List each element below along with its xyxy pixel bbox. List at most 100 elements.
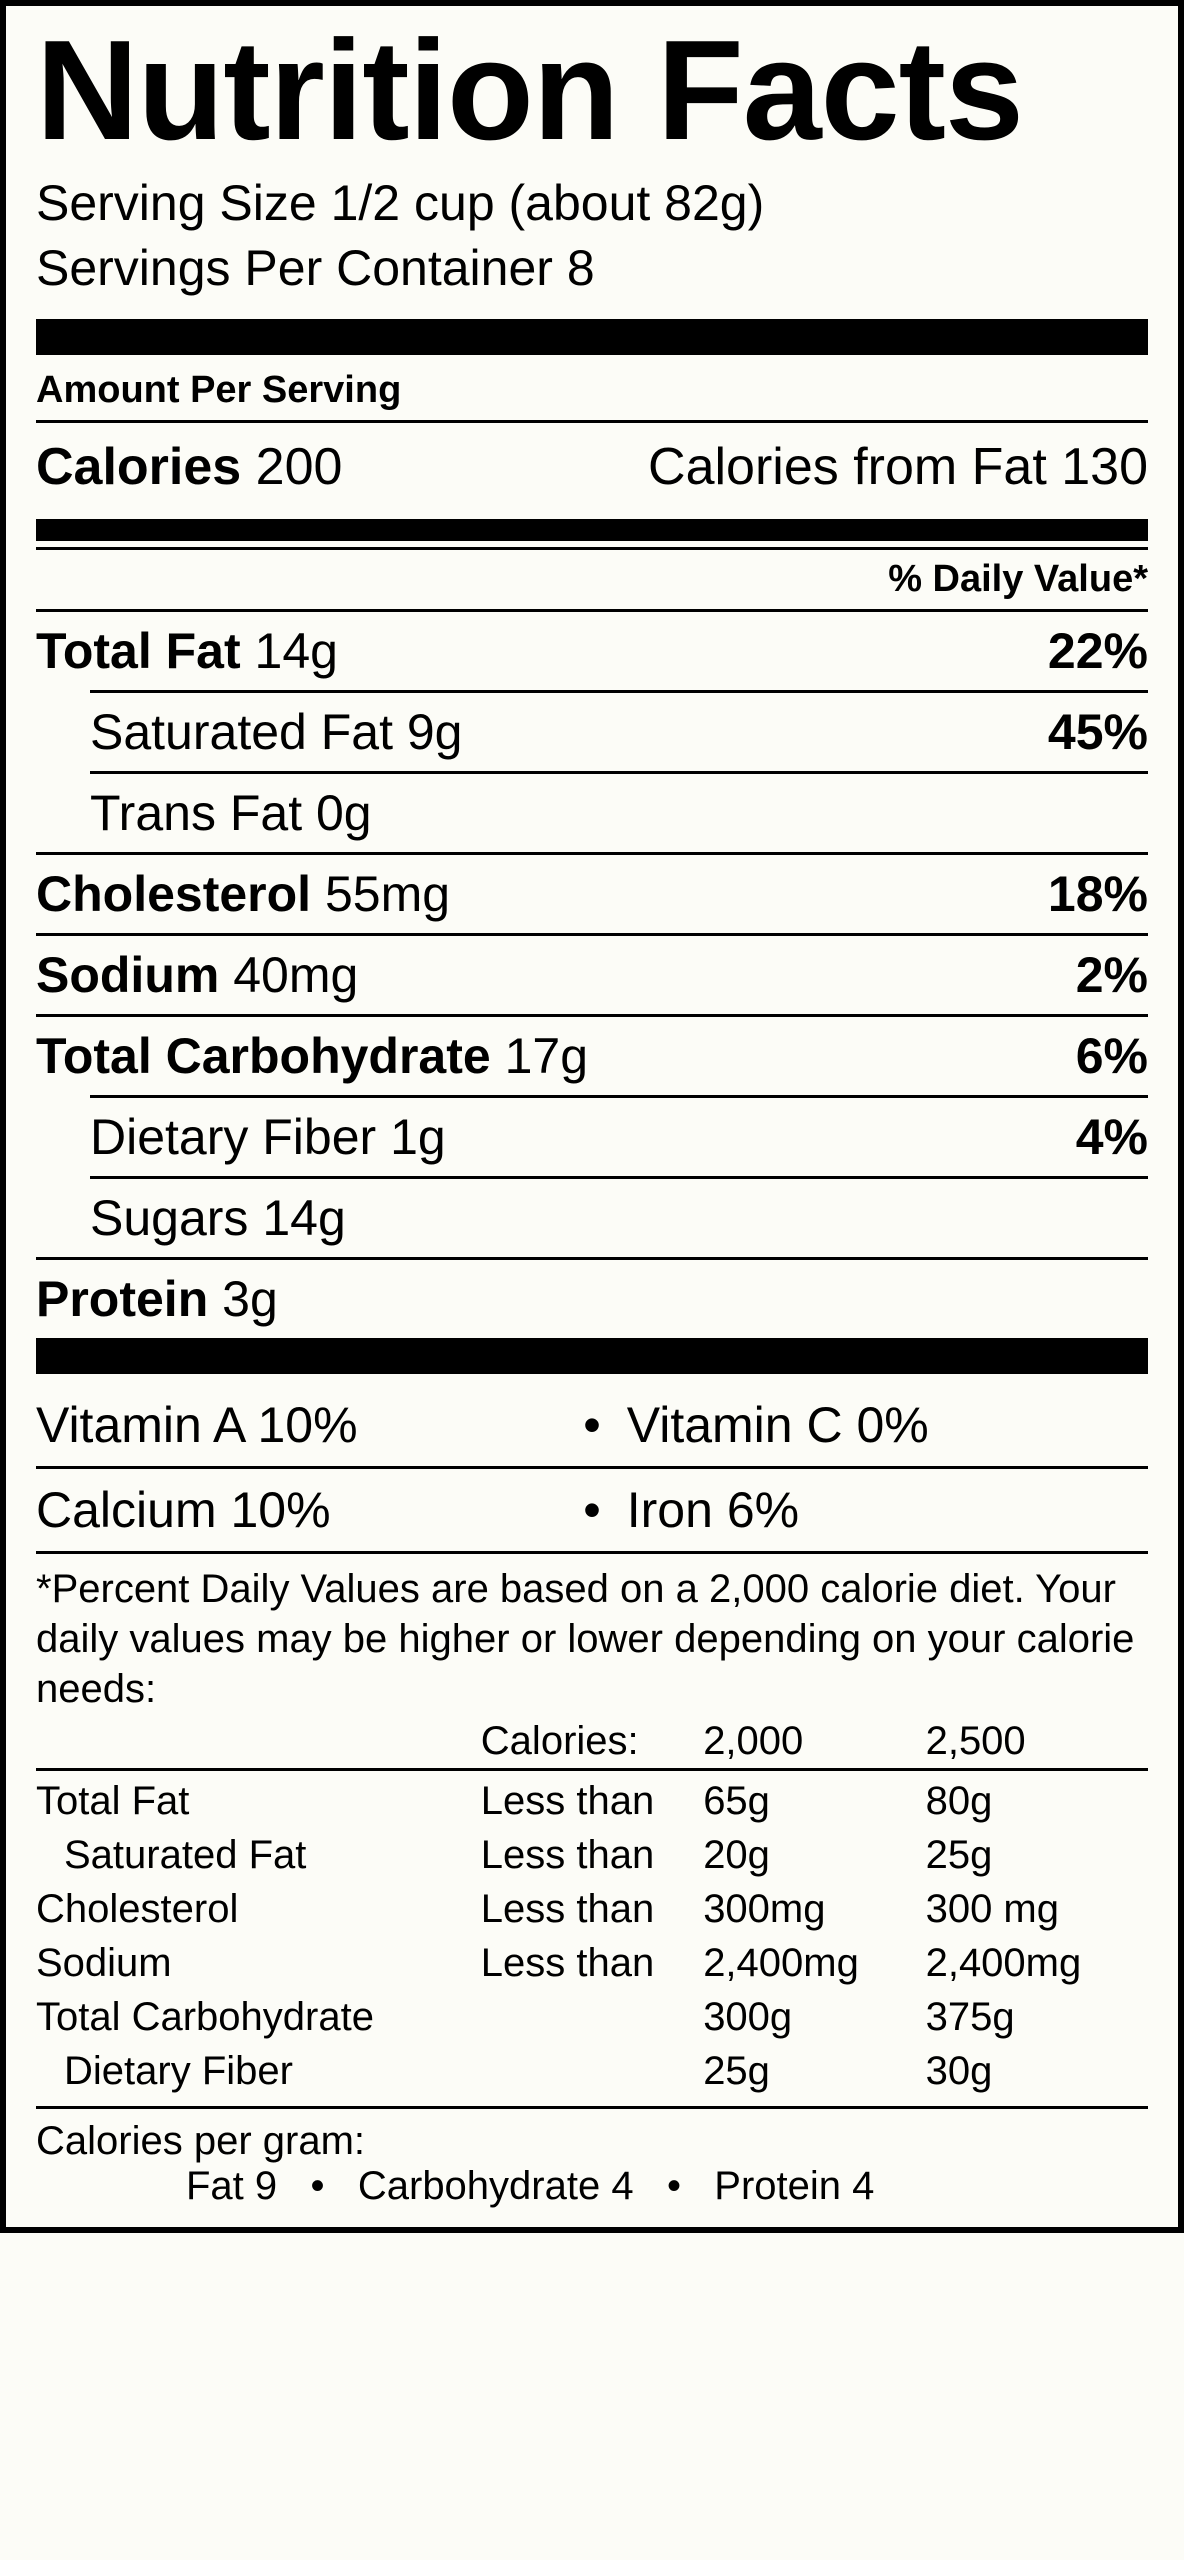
table-cell-2000: 300g bbox=[703, 1990, 925, 2044]
calorie-needs-table: Calories: 2,000 2,500 Total FatLess than… bbox=[36, 1714, 1148, 2098]
bullet-icon: • bbox=[288, 2164, 358, 2208]
servings-per-container-label: Servings Per Container bbox=[36, 240, 553, 296]
saturated-fat-label: Saturated Fat bbox=[90, 704, 393, 760]
calories-value: 200 bbox=[256, 438, 343, 496]
calories-row: Calories 200 Calories from Fat 130 bbox=[36, 420, 1148, 511]
protein-row: Protein 3g bbox=[36, 1257, 1148, 1338]
calories-label: Calories bbox=[36, 438, 241, 496]
table-row: Total Carbohydrate 300g375g bbox=[36, 1990, 1148, 2044]
protein-label: Protein bbox=[36, 1271, 208, 1327]
table-cell-qualifier: Less than bbox=[481, 1936, 703, 1990]
bullet-icon: • bbox=[645, 2164, 715, 2208]
cholesterol-label: Cholesterol bbox=[36, 866, 311, 922]
sugars-label: Sugars bbox=[90, 1190, 248, 1246]
total-carb-row: Total Carbohydrate 17g 6% bbox=[36, 1014, 1148, 1095]
servings-per-container-line: Servings Per Container 8 bbox=[36, 236, 1148, 301]
dietary-fiber-label: Dietary Fiber bbox=[90, 1109, 376, 1165]
table-cell-2500: 25g bbox=[926, 1828, 1148, 1882]
iron-label: Iron bbox=[627, 1482, 713, 1538]
table-cell-qualifier: Less than bbox=[481, 1774, 703, 1828]
vitamin-c-value: 0% bbox=[857, 1397, 929, 1453]
protein-amount: 3g bbox=[222, 1271, 278, 1327]
amount-per-serving-label: Amount Per Serving bbox=[36, 365, 1148, 420]
carb-cal-per-gram: Carbohydrate 4 bbox=[358, 2164, 634, 2208]
calories-col-header: Calories: bbox=[481, 1714, 703, 1770]
thick-bar bbox=[36, 319, 1148, 355]
table-cell-qualifier bbox=[481, 1990, 703, 2044]
table-cell-2000: 65g bbox=[703, 1774, 925, 1828]
table-cell-2500: 375g bbox=[926, 1990, 1148, 2044]
sugars-amount: 14g bbox=[262, 1190, 345, 1246]
col-2500-header: 2,500 bbox=[926, 1714, 1148, 1770]
saturated-fat-dv: 45% bbox=[1048, 703, 1148, 761]
table-row: Dietary Fiber 25g30g bbox=[36, 2044, 1148, 2098]
table-row: CholesterolLess than300mg300 mg bbox=[36, 1882, 1148, 1936]
sodium-label: Sodium bbox=[36, 947, 219, 1003]
table-cell-qualifier: Less than bbox=[481, 1882, 703, 1936]
calcium-value: 10% bbox=[231, 1482, 331, 1538]
cholesterol-dv: 18% bbox=[1048, 865, 1148, 923]
table-cell-2500: 300 mg bbox=[926, 1882, 1148, 1936]
total-fat-label: Total Fat bbox=[36, 623, 241, 679]
table-cell-2000: 300mg bbox=[703, 1882, 925, 1936]
total-fat-row: Total Fat 14g 22% bbox=[36, 609, 1148, 690]
table-cell-name: Dietary Fiber bbox=[36, 2044, 481, 2098]
dietary-fiber-dv: 4% bbox=[1076, 1108, 1148, 1166]
servings-per-container-value: 8 bbox=[567, 240, 595, 296]
saturated-fat-row: Saturated Fat 9g 45% bbox=[90, 690, 1148, 771]
table-cell-name: Sodium bbox=[36, 1936, 481, 1990]
total-fat-amount: 14g bbox=[255, 623, 338, 679]
table-cell-qualifier: Less than bbox=[481, 1828, 703, 1882]
total-carb-dv: 6% bbox=[1076, 1027, 1148, 1085]
fat-cal-per-gram: Fat 9 bbox=[186, 2164, 277, 2208]
table-cell-name: Cholesterol bbox=[36, 1882, 481, 1936]
cholesterol-amount: 55mg bbox=[325, 866, 450, 922]
table-cell-2000: 20g bbox=[703, 1828, 925, 1882]
trans-fat-label: Trans Fat bbox=[90, 785, 302, 841]
table-row: SodiumLess than2,400mg2,400mg bbox=[36, 1936, 1148, 1990]
dietary-fiber-amount: 1g bbox=[390, 1109, 446, 1165]
calories-per-gram: Calories per gram: Fat 9 • Carbohydrate … bbox=[36, 2106, 1148, 2209]
total-fat-dv: 22% bbox=[1048, 622, 1148, 680]
calcium-iron-row: Calcium 10% • Iron 6% bbox=[36, 1466, 1148, 1551]
sodium-dv: 2% bbox=[1076, 946, 1148, 1004]
cholesterol-row: Cholesterol 55mg 18% bbox=[36, 852, 1148, 933]
calories-per-gram-heading: Calories per gram: bbox=[36, 2119, 1148, 2164]
table-cell-2000: 2,400mg bbox=[703, 1936, 925, 1990]
table-row: Total FatLess than65g80g bbox=[36, 1774, 1148, 1828]
calories-from-fat-value: 130 bbox=[1061, 438, 1148, 496]
nutrition-facts-label: Nutrition Facts Serving Size 1/2 cup (ab… bbox=[0, 0, 1184, 2233]
footnote-text: *Percent Daily Values are based on a 2,0… bbox=[36, 1564, 1148, 1714]
calories-from-fat-label: Calories from Fat bbox=[648, 438, 1047, 496]
table-cell-name: Total Carbohydrate bbox=[36, 1990, 481, 2044]
daily-value-header: % Daily Value* bbox=[36, 547, 1148, 609]
serving-size-label: Serving Size bbox=[36, 175, 317, 231]
table-cell-2500: 2,400mg bbox=[926, 1936, 1148, 1990]
vitamin-c-label: Vitamin C bbox=[627, 1397, 843, 1453]
table-cell-2000: 25g bbox=[703, 2044, 925, 2098]
table-row: Calories: 2,000 2,500 bbox=[36, 1714, 1148, 1770]
sodium-row: Sodium 40mg 2% bbox=[36, 933, 1148, 1014]
table-cell-2500: 30g bbox=[926, 2044, 1148, 2098]
bullet-icon: • bbox=[557, 1481, 627, 1539]
dietary-fiber-row: Dietary Fiber 1g 4% bbox=[90, 1095, 1148, 1176]
col-2000-header: 2,000 bbox=[703, 1714, 925, 1770]
serving-size-value: 1/2 cup (about 82g) bbox=[331, 175, 765, 231]
thick-bar bbox=[36, 1338, 1148, 1374]
medium-bar bbox=[36, 519, 1148, 541]
vitamin-a-label: Vitamin A bbox=[36, 1397, 244, 1453]
total-carb-label: Total Carbohydrate bbox=[36, 1028, 491, 1084]
vitamin-a-c-row: Vitamin A 10% • Vitamin C 0% bbox=[36, 1384, 1148, 1466]
iron-value: 6% bbox=[727, 1482, 799, 1538]
vitamin-a-value: 10% bbox=[257, 1397, 357, 1453]
table-cell-name: Total Fat bbox=[36, 1774, 481, 1828]
saturated-fat-amount: 9g bbox=[407, 704, 463, 760]
trans-fat-amount: 0g bbox=[316, 785, 372, 841]
table-cell-qualifier bbox=[481, 2044, 703, 2098]
table-cell-name: Saturated Fat bbox=[36, 1828, 481, 1882]
sugars-row: Sugars 14g bbox=[90, 1176, 1148, 1257]
total-carb-amount: 17g bbox=[505, 1028, 588, 1084]
title: Nutrition Facts bbox=[36, 16, 1148, 165]
bullet-icon: • bbox=[557, 1396, 627, 1454]
calcium-label: Calcium bbox=[36, 1482, 217, 1538]
